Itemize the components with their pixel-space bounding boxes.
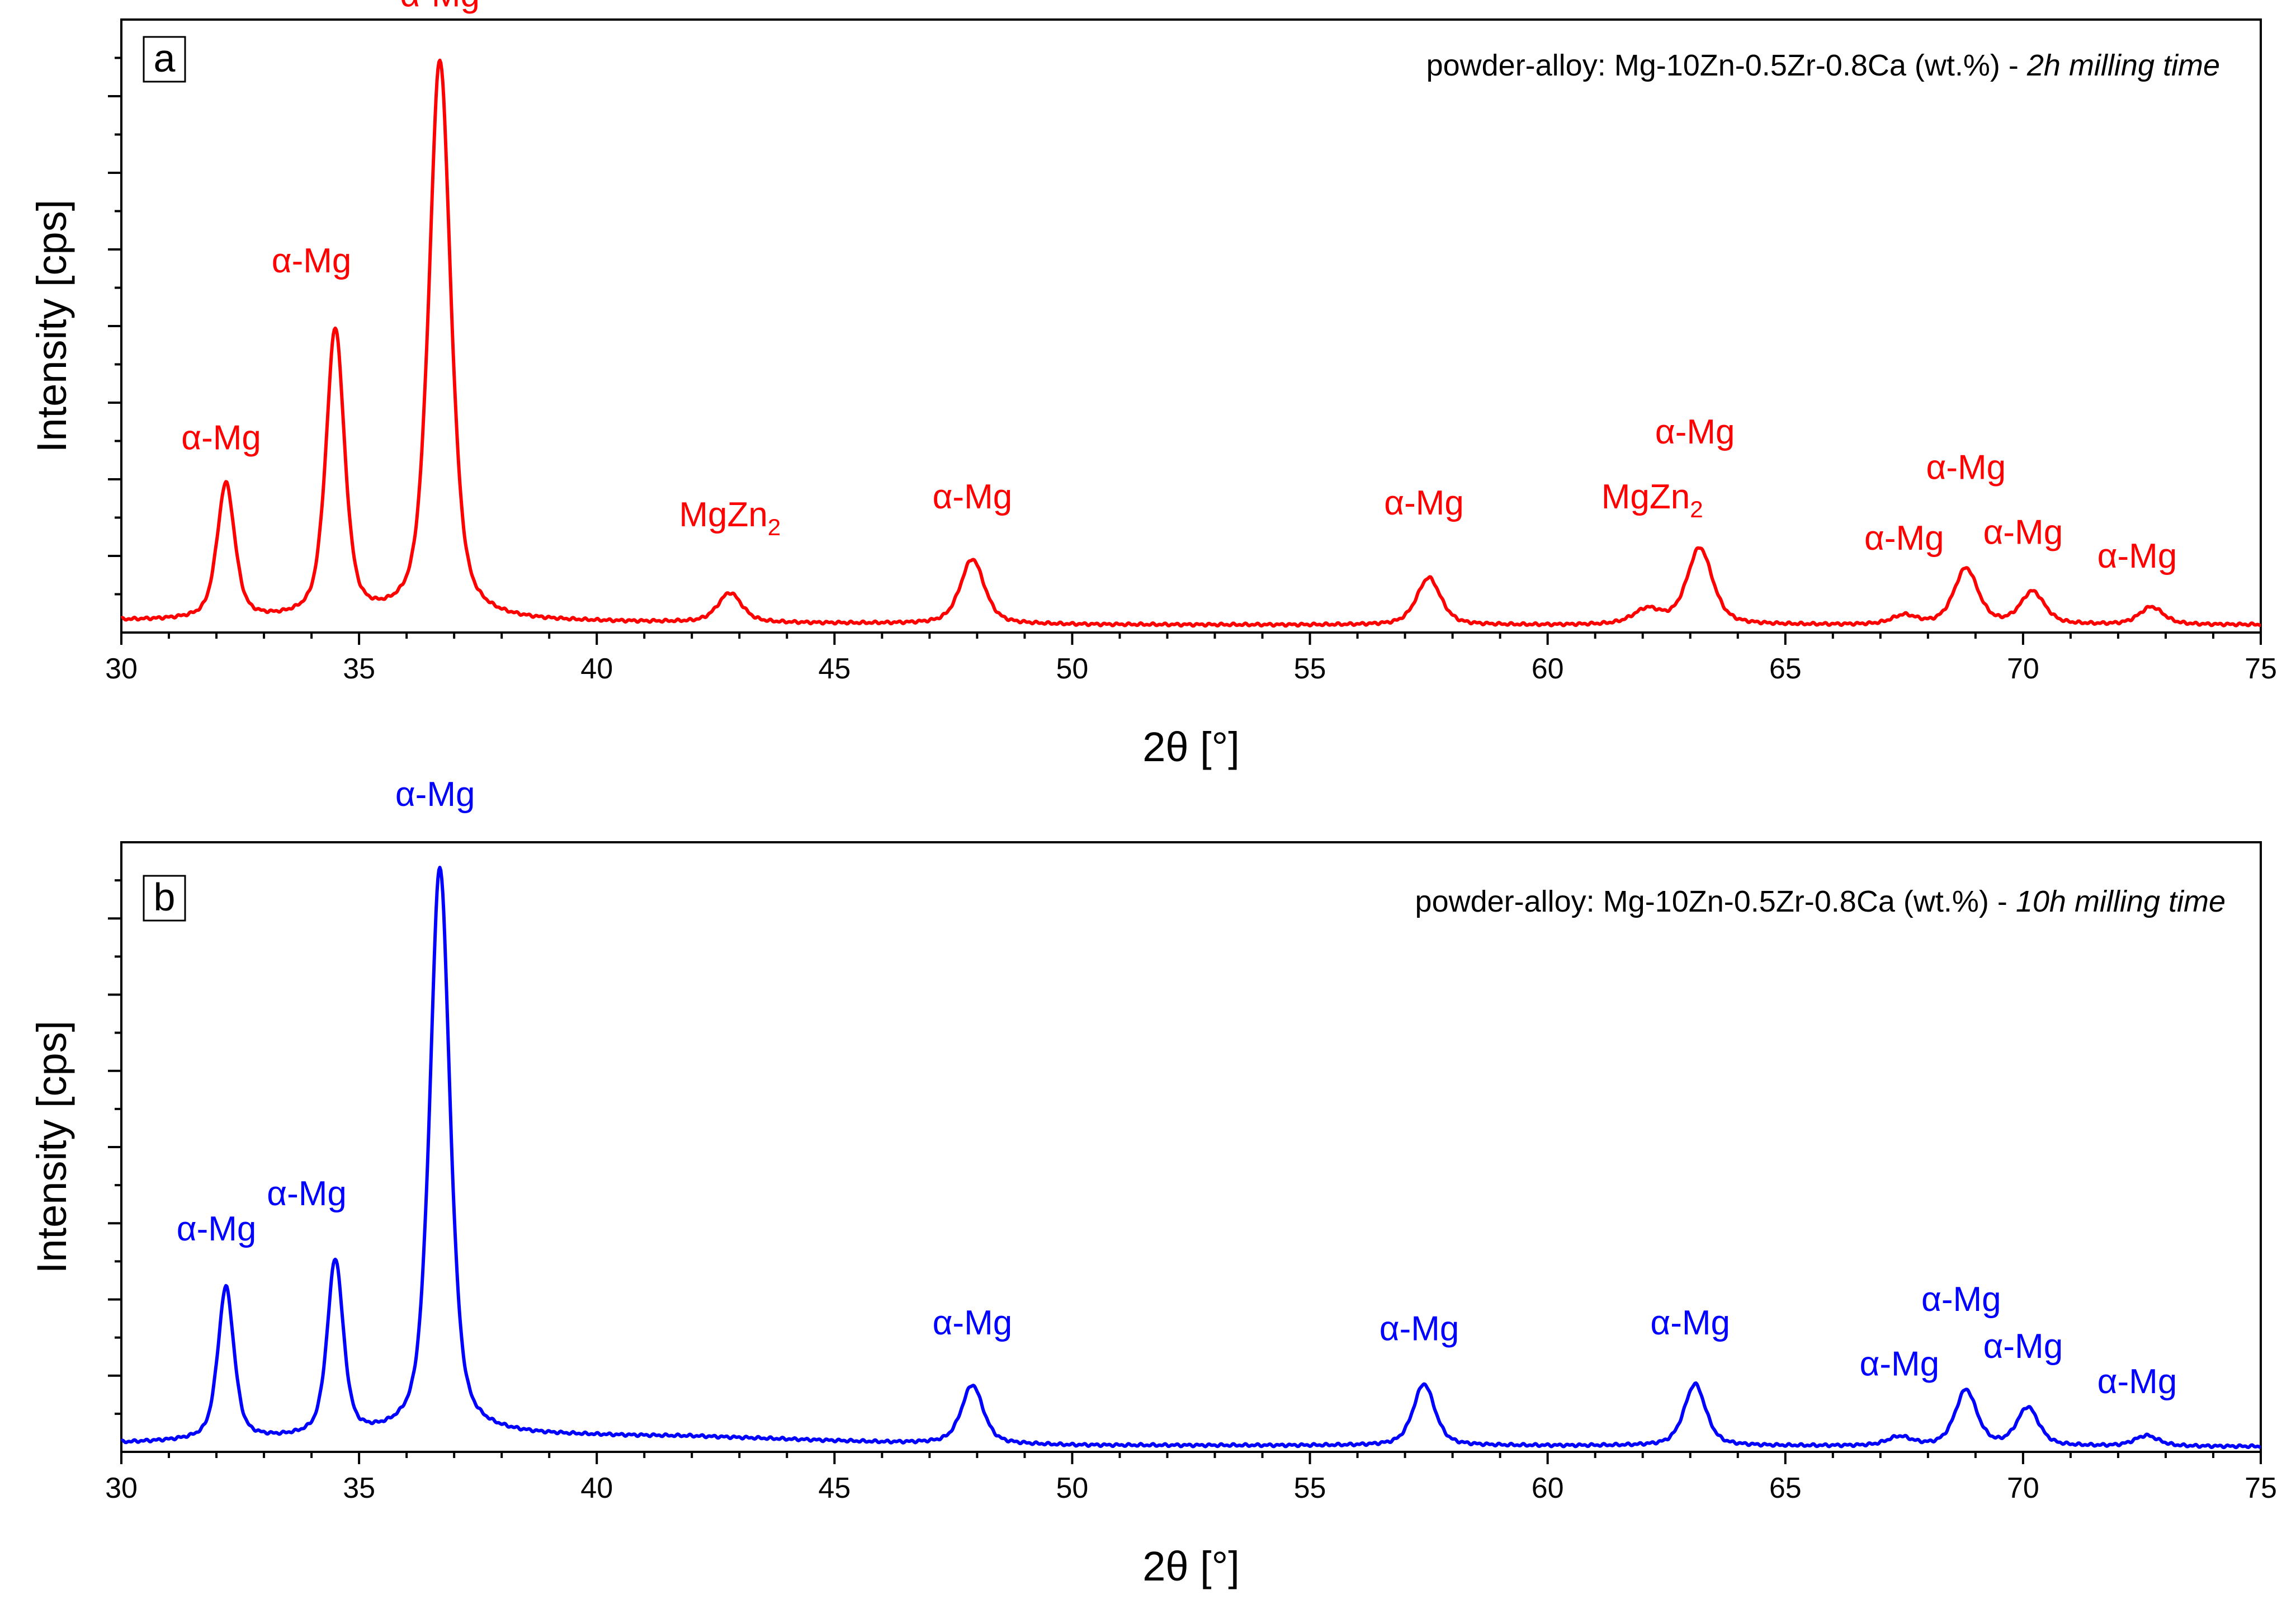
x-tick-label: 70 [2007,653,2039,685]
peak-label: MgZn2 [1601,478,1703,522]
peak-label: α-Mg [933,1304,1013,1342]
peak-label: α-Mg [1655,413,1735,451]
x-tick-label: 65 [1769,1472,1802,1504]
x-tick-label: 30 [105,653,138,685]
panel-letter-box [143,36,186,83]
x-tick-label: 75 [2245,1472,2277,1504]
peak-label: α-Mg [267,1174,347,1213]
peak-label: α-Mg [1983,513,2063,552]
peak-label: α-Mg [1650,1304,1730,1342]
x-tick-label: 45 [818,653,851,685]
x-tick-label: 75 [2245,653,2277,685]
peak-label: α-Mg [177,1210,257,1248]
y-axis-title: Intensity [cps] [29,200,75,452]
peak-label: α-Mg [1860,1345,1940,1384]
x-tick-label: 35 [343,653,375,685]
sample-info: powder-alloy: Mg-10Zn-0.5Zr-0.8Ca (wt.%)… [1415,885,2226,918]
xrd-series-line [120,58,2262,628]
peak-label: α-Mg [395,775,475,814]
peak-label: α-Mg [933,478,1013,516]
peak-label: α-Mg [1380,1310,1459,1348]
x-tick-label: 40 [580,1472,613,1504]
x-tick-label: 35 [343,1472,375,1504]
panel-letter-box [143,875,186,922]
peak-label: MgZn2 [679,496,781,540]
xrd-series-line [120,866,2262,1450]
peak-label: α-Mg [272,242,352,280]
panel-letter: a [154,36,176,80]
panel-letter: b [154,875,176,919]
sample-info: powder-alloy: Mg-10Zn-0.5Zr-0.8Ca (wt.%)… [1426,49,2220,82]
panel-b-chart: 30 35 40 45 50 55 60 65 70 75 2θ [°] Intensity [cps… [29,775,2277,1589]
peak-label: α-Mg [400,0,480,15]
x-axis-title: 2θ [°] [1142,1543,1240,1589]
x-tick-label: 65 [1769,653,1802,685]
x-tick-label: 60 [1532,1472,1564,1504]
x-tick-label: 70 [2007,1472,2039,1504]
x-tick-label: 50 [1056,653,1089,685]
x-tick-label: 30 [105,1472,138,1504]
peak-label: α-Mg [2097,1362,2177,1401]
peak-label: α-Mg [1384,484,1464,522]
peak-label: α-Mg [1864,519,1944,558]
x-tick-label: 50 [1056,1472,1089,1504]
peak-label: α-Mg [1983,1327,2063,1366]
plot-frame [120,841,2262,1453]
x-tick-label: 55 [1294,653,1326,685]
panel-a-chart: 30 35 40 45 50 55 60 65 70 75 2θ [°] Intensity [cps… [29,0,2277,770]
x-tick-label: 55 [1294,1472,1326,1504]
x-axis-title: 2θ [°] [1142,724,1240,770]
x-tick-label: 60 [1532,653,1564,685]
x-tick-label: 40 [580,653,613,685]
peak-label: α-Mg [181,419,261,457]
peak-label: α-Mg [1921,1280,2001,1319]
peak-label: α-Mg [2097,537,2177,575]
x-tick-label: 45 [818,1472,851,1504]
peak-label: α-Mg [1926,448,2006,487]
y-axis-title: Intensity [cps] [29,1021,75,1273]
